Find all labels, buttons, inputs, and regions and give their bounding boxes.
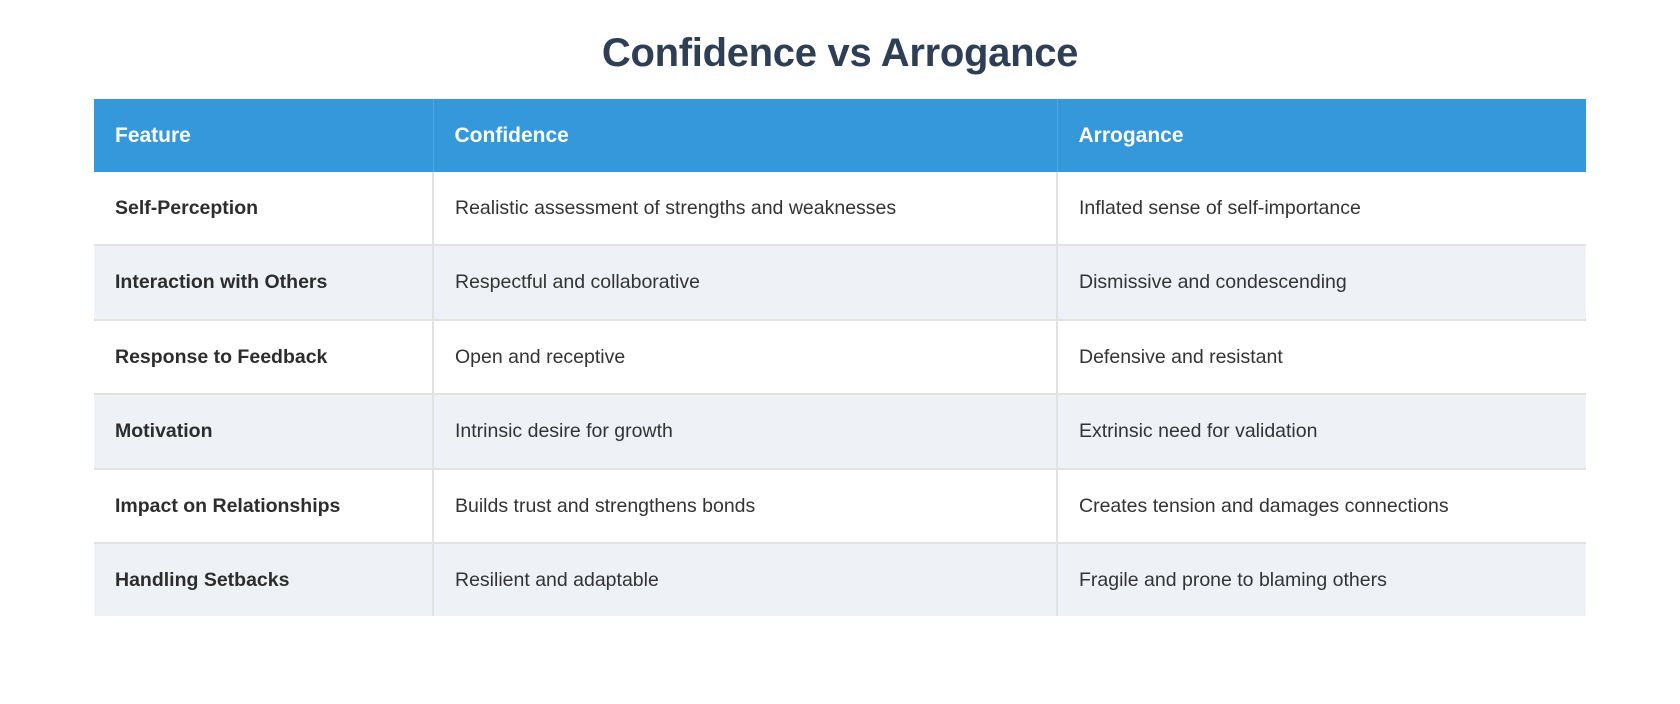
cell-feature: Self-Perception <box>94 172 434 247</box>
cell-feature: Motivation <box>94 394 434 470</box>
column-header-arrogance: Arrogance <box>1057 99 1586 173</box>
cell-confidence: Realistic assessment of strengths and we… <box>433 172 1058 247</box>
cell-confidence: Intrinsic desire for growth <box>433 394 1058 470</box>
cell-arrogance: Defensive and resistant <box>1057 319 1586 396</box>
table-row: Handling Setbacks Resilient and adaptabl… <box>94 542 1586 617</box>
comparison-table-container: Feature Confidence Arrogance Self-Percep… <box>94 99 1586 617</box>
page-title: Confidence vs Arrogance <box>601 31 1079 75</box>
table-row: Motivation Intrinsic desire for growth E… <box>94 394 1586 470</box>
cell-feature: Response to Feedback <box>94 319 434 396</box>
column-header-feature: Feature <box>94 99 434 173</box>
cell-confidence: Builds trust and strengthens bonds <box>433 468 1058 544</box>
comparison-table: Feature Confidence Arrogance Self-Percep… <box>94 99 1586 617</box>
cell-feature: Interaction with Others <box>94 245 434 321</box>
cell-feature: Handling Setbacks <box>94 542 434 617</box>
cell-confidence: Respectful and collaborative <box>433 245 1058 321</box>
table-header: Feature Confidence Arrogance <box>94 99 1586 173</box>
cell-confidence: Open and receptive <box>433 319 1058 396</box>
table-header-row: Feature Confidence Arrogance <box>94 99 1586 173</box>
cell-arrogance: Extrinsic need for validation <box>1057 394 1586 470</box>
table-row: Interaction with Others Respectful and c… <box>94 245 1586 321</box>
table-row: Impact on Relationships Builds trust and… <box>94 468 1586 544</box>
cell-arrogance: Inflated sense of self-importance <box>1057 172 1586 247</box>
column-header-confidence: Confidence <box>433 99 1058 173</box>
table-row: Response to Feedback Open and receptive … <box>94 319 1586 396</box>
cell-feature: Impact on Relationships <box>94 468 434 544</box>
cell-arrogance: Creates tension and damages connections <box>1057 468 1586 544</box>
cell-arrogance: Dismissive and condescending <box>1057 245 1586 321</box>
table-row: Self-Perception Realistic assessment of … <box>94 172 1586 247</box>
cell-confidence: Resilient and adaptable <box>433 542 1058 617</box>
cell-arrogance: Fragile and prone to blaming others <box>1057 542 1586 617</box>
table-body: Self-Perception Realistic assessment of … <box>94 172 1586 617</box>
